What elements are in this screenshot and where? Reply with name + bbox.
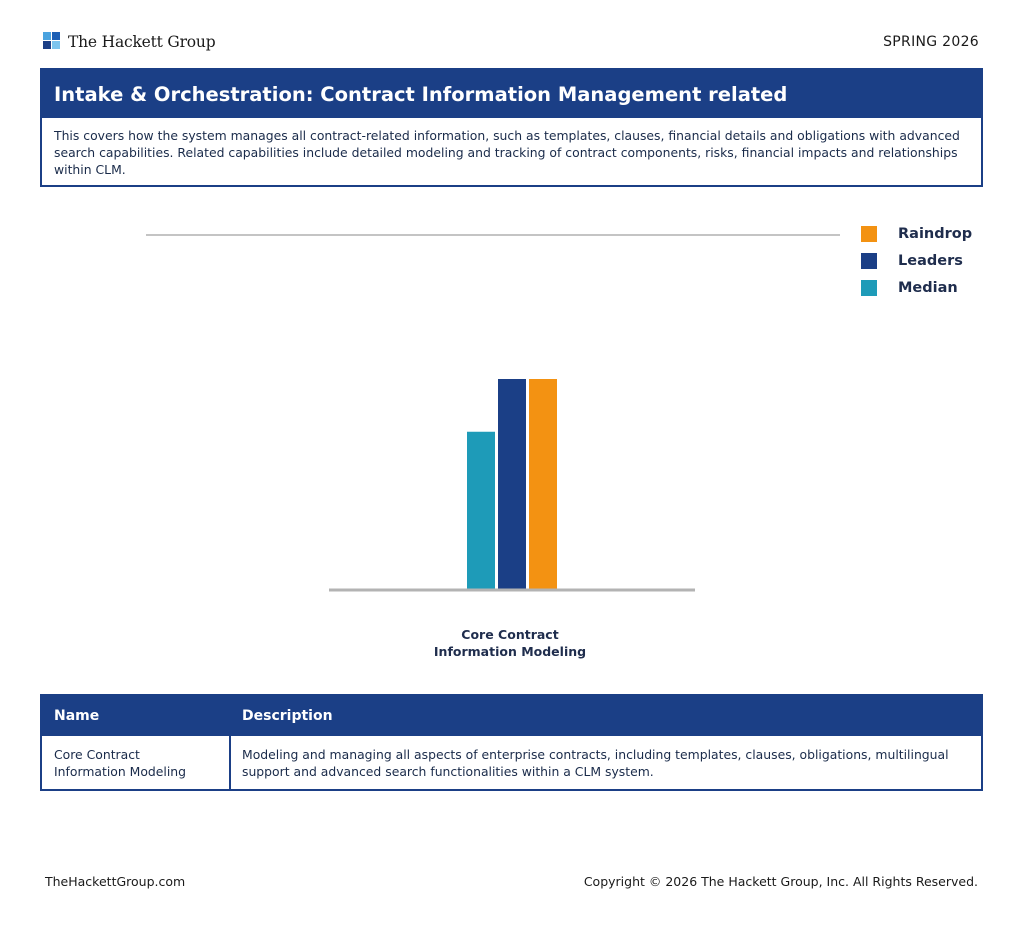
intro-panel: Intake & Orchestration: Contract Informa… bbox=[40, 68, 983, 187]
intro-description: This covers how the system manages all c… bbox=[54, 128, 960, 177]
legend-label-median: Median bbox=[898, 279, 958, 296]
legend-item-leaders: Leaders bbox=[861, 247, 972, 274]
row-name-line-2: Information Modeling bbox=[54, 764, 187, 779]
page-title: Intake & Orchestration: Contract Informa… bbox=[42, 70, 981, 118]
legend-item-median: Median bbox=[861, 274, 972, 301]
footer-copyright: Copyright © 2026 The Hackett Group, Inc.… bbox=[583, 874, 978, 889]
company-logo: The Hackett Group bbox=[43, 32, 216, 51]
hackett-logo-icon bbox=[43, 32, 62, 51]
row-name-line-1: Core Contract bbox=[54, 747, 140, 762]
header-name: Name bbox=[54, 708, 100, 724]
row-description: Modeling and managing all aspects of ent… bbox=[242, 747, 949, 779]
chart-legend: Raindrop Leaders Median bbox=[861, 220, 972, 301]
bar-median bbox=[467, 431, 495, 590]
legend-item-raindrop: Raindrop bbox=[861, 220, 972, 247]
table-header: Name Description bbox=[42, 696, 981, 736]
logo-text: The Hackett Group bbox=[68, 32, 216, 51]
legend-swatch-leaders bbox=[861, 252, 877, 269]
bar-chart: Core Contract Information Modeling bbox=[146, 234, 840, 659]
category-label-line-1: Core Contract bbox=[461, 627, 558, 642]
bar-leaders bbox=[498, 379, 526, 590]
row-name: Core Contract Information Modeling bbox=[42, 736, 231, 789]
legend-swatch-raindrop bbox=[861, 225, 877, 242]
bar-raindrop bbox=[529, 379, 557, 590]
footer-website-link[interactable]: TheHackettGroup.com bbox=[45, 874, 186, 889]
legend-label-leaders: Leaders bbox=[898, 252, 963, 269]
category-label-line-2: Information Modeling bbox=[434, 644, 586, 659]
edition-label: SPRING 2026 bbox=[883, 34, 979, 50]
legend-label-raindrop: Raindrop bbox=[898, 225, 973, 242]
table-row: Core Contract Information Modeling Model… bbox=[42, 736, 981, 789]
header-description: Description bbox=[242, 708, 333, 724]
legend-swatch-median bbox=[861, 279, 877, 296]
capability-table: Name Description Core Contract Informati… bbox=[40, 694, 983, 791]
